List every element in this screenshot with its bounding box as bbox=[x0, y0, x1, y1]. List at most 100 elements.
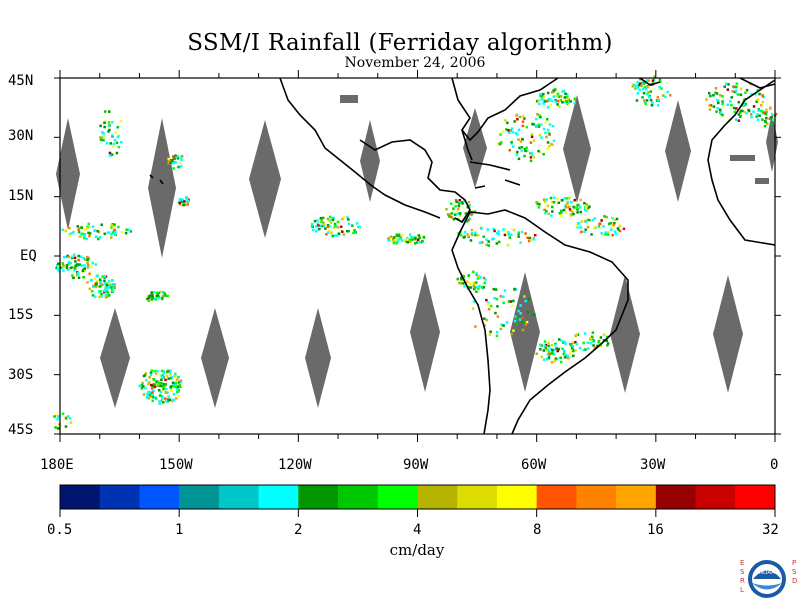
rain-pixel bbox=[605, 339, 608, 343]
rain-pixel bbox=[172, 385, 175, 388]
rain-pixel bbox=[491, 238, 494, 241]
rain-pixel bbox=[747, 108, 750, 112]
rain-pixel bbox=[457, 212, 460, 215]
rain-pixel bbox=[457, 202, 461, 205]
coastline-path bbox=[451, 77, 559, 142]
rain-pixel bbox=[141, 381, 144, 385]
rain-pixel bbox=[542, 127, 546, 131]
rain-pixel bbox=[401, 233, 404, 237]
rain-pixel bbox=[101, 275, 104, 278]
rain-pixel bbox=[392, 237, 395, 241]
rain-pixel bbox=[569, 213, 572, 216]
rain-pixel bbox=[546, 118, 549, 121]
rain-pixel bbox=[113, 233, 117, 236]
rain-pixel bbox=[545, 135, 548, 139]
rain-pixel bbox=[602, 225, 605, 228]
rain-pixel bbox=[536, 113, 539, 116]
rain-pixel bbox=[179, 164, 183, 168]
rain-pixel bbox=[160, 375, 164, 378]
rain-pixel bbox=[56, 267, 59, 271]
rain-pixel bbox=[589, 342, 592, 345]
rain-pixel bbox=[147, 295, 150, 298]
rain-pixel bbox=[522, 321, 526, 324]
rain-pixel bbox=[590, 233, 593, 236]
rain-pixel bbox=[512, 329, 515, 332]
rain-pixel bbox=[389, 235, 393, 238]
rain-pixel bbox=[774, 112, 778, 116]
rain-pixel bbox=[177, 390, 180, 393]
cb-label-2: 2 bbox=[294, 522, 303, 538]
rain-pixel bbox=[570, 348, 573, 351]
swath-gap bbox=[249, 120, 281, 238]
coastline-path bbox=[707, 79, 776, 246]
rain-pixel bbox=[78, 263, 81, 266]
rain-pixel bbox=[467, 274, 471, 277]
rain-pixel bbox=[756, 113, 759, 116]
rain-pixel bbox=[586, 218, 590, 222]
rain-pixel bbox=[547, 356, 551, 360]
rain-pixel bbox=[495, 297, 499, 301]
rain-pixel bbox=[481, 241, 484, 244]
rain-pixel bbox=[150, 383, 153, 387]
rain-pixel bbox=[531, 122, 534, 126]
rain-pixel bbox=[602, 333, 606, 336]
rain-pixel bbox=[187, 200, 190, 203]
rain-pixel bbox=[157, 380, 160, 384]
rain-pixel bbox=[583, 230, 586, 233]
rain-pixel bbox=[599, 336, 603, 339]
rain-pixel bbox=[138, 384, 141, 388]
rain-pixel bbox=[649, 90, 653, 93]
rain-pixel bbox=[510, 305, 514, 308]
rain-pixel bbox=[81, 232, 85, 236]
rain-pixel bbox=[497, 230, 500, 233]
rain-pixel bbox=[62, 265, 65, 268]
rain-pixel bbox=[98, 295, 101, 299]
rain-pixel bbox=[513, 287, 516, 291]
rain-pixel bbox=[317, 224, 320, 227]
rain-pixel bbox=[610, 226, 614, 229]
rain-pixel bbox=[723, 85, 726, 88]
rain-pixel bbox=[175, 378, 179, 381]
rain-pixel bbox=[460, 276, 463, 279]
rain-pixel bbox=[631, 85, 635, 88]
rain-pixel bbox=[640, 84, 643, 88]
coastline-path bbox=[149, 174, 154, 179]
rain-pixel bbox=[157, 382, 161, 385]
rain-pixel bbox=[462, 282, 465, 285]
rain-pixel bbox=[752, 105, 756, 108]
rain-pixel bbox=[169, 373, 172, 376]
rain-pixel bbox=[80, 226, 83, 229]
rain-pixel bbox=[477, 287, 480, 290]
rain-pixel bbox=[166, 391, 169, 394]
rain-pixel bbox=[573, 101, 576, 105]
rain-pixel bbox=[730, 96, 733, 99]
cb-label-8: 8 bbox=[533, 522, 542, 538]
rain-pixel bbox=[318, 227, 321, 231]
rain-pixel bbox=[108, 282, 111, 286]
rain-pixel bbox=[472, 284, 476, 288]
rain-pixel bbox=[125, 228, 129, 231]
rain-pixel bbox=[547, 98, 551, 101]
coastlines bbox=[149, 77, 776, 435]
rain-pixel bbox=[529, 156, 533, 159]
rain-pixel bbox=[578, 346, 582, 350]
rain-pixel bbox=[322, 221, 325, 224]
colorbar-swatch bbox=[735, 485, 776, 509]
rain-pixel bbox=[559, 99, 563, 102]
rain-pixel bbox=[569, 342, 572, 346]
rain-pixel bbox=[165, 399, 168, 403]
rain-pixel bbox=[716, 99, 720, 103]
rain-pixel bbox=[485, 318, 488, 322]
rain-pixel bbox=[175, 387, 179, 391]
rain-pixel bbox=[159, 384, 162, 388]
rain-pixel bbox=[486, 303, 490, 306]
rain-pixel bbox=[67, 262, 70, 266]
rain-pixel bbox=[116, 126, 120, 129]
rain-pixel bbox=[473, 210, 477, 213]
rain-pixel bbox=[565, 197, 569, 200]
rain-pixel bbox=[483, 317, 486, 320]
rain-pixel bbox=[461, 202, 464, 205]
rain-pixel bbox=[756, 98, 760, 101]
rain-pixel bbox=[558, 212, 562, 215]
rain-pixel bbox=[57, 269, 61, 273]
